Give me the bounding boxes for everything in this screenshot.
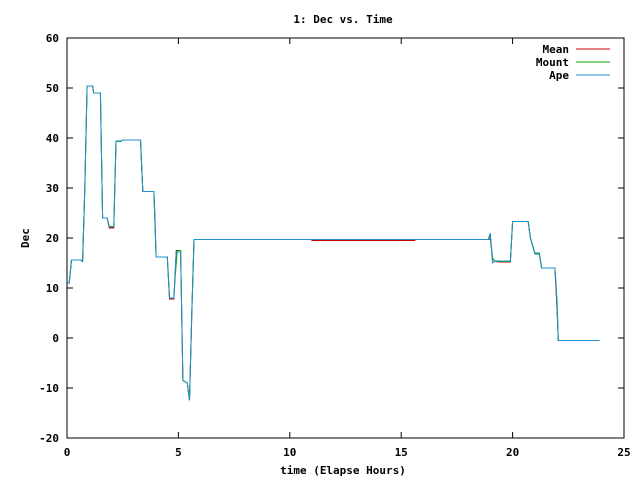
x-tick-label: 15 <box>395 446 408 459</box>
x-tick-label: 10 <box>283 446 296 459</box>
y-tick-label: 0 <box>52 332 59 345</box>
series-line-ape <box>67 85 600 401</box>
y-tick-label: 50 <box>46 82 59 95</box>
y-tick-label: -10 <box>39 382 59 395</box>
x-tick-label: 20 <box>506 446 519 459</box>
y-tick-label: 20 <box>46 232 59 245</box>
y-tick-label: 10 <box>46 282 59 295</box>
y-axis-label: Dec <box>19 228 32 248</box>
series-group <box>67 85 600 401</box>
legend-label-mount: Mount <box>536 56 569 69</box>
x-tick-label: 25 <box>617 446 630 459</box>
x-axis-label: time (Elapse Hours) <box>280 464 406 477</box>
axis-ticks: 0 5 10 15 20 25 -20 -10 0 10 20 30 40 50 60 <box>39 32 631 459</box>
y-tick-label: 30 <box>46 182 59 195</box>
x-tick-label: 0 <box>64 446 71 459</box>
y-tick-label: 40 <box>46 132 59 145</box>
series-line-mount <box>67 85 600 401</box>
plot-frame <box>66 37 625 439</box>
legend-label-ape: Ape <box>549 69 569 82</box>
chart-title: 1: Dec vs. Time <box>293 13 393 26</box>
x-tick-label: 5 <box>175 446 182 459</box>
series-line-mean <box>67 85 600 401</box>
y-tick-label: 60 <box>46 32 59 45</box>
y-tick-label: -20 <box>39 432 59 445</box>
legend-label-mean: Mean <box>543 43 570 56</box>
